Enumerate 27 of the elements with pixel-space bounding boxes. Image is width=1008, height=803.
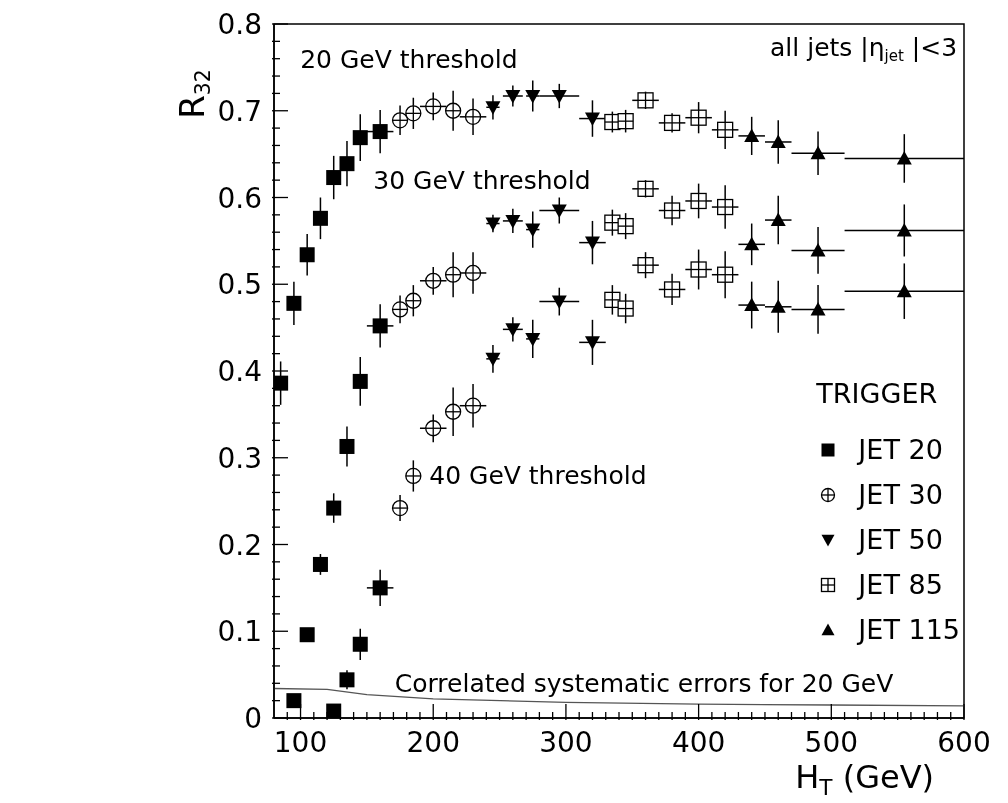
- legend-label: JET 30: [858, 479, 943, 510]
- x-tick-label: 100: [273, 726, 328, 759]
- y-tick-label: 0.5: [217, 268, 262, 302]
- legend-label: JET 20: [858, 434, 943, 465]
- legend-label: JET 50: [858, 524, 943, 555]
- y-tick-label: 0.8: [217, 8, 262, 41]
- y-tick-label: 0.2: [217, 528, 262, 562]
- annotation: 30 GeV threshold: [373, 166, 591, 196]
- legend-label: JET 115: [858, 614, 960, 645]
- y-tick-label: 0.1: [217, 615, 262, 649]
- y-tick-label: 0.4: [217, 355, 262, 388]
- x-tick-label: 300: [539, 726, 593, 759]
- y-tick-label: 0.6: [217, 181, 262, 215]
- annotation: 40 GeV threshold: [429, 461, 647, 491]
- legend-title: TRIGGER: [816, 378, 939, 409]
- y-tick-label: 0.7: [217, 94, 262, 128]
- x-tick-label: 600: [937, 726, 991, 759]
- y-tick-label: 0: [244, 702, 262, 735]
- x-tick-label: 400: [671, 726, 726, 759]
- x-tick-label: 200: [406, 726, 460, 759]
- annotation: Correlated systematic errors for 20 GeV: [394, 668, 894, 698]
- annotation: all jets |η$_{jet}$|<3: [770, 32, 958, 65]
- x-tick-label: 500: [804, 726, 859, 759]
- x-axis-title: H$_{T}$ (GeV): [795, 758, 934, 800]
- legend-label: JET 85: [858, 569, 943, 600]
- y-tick-label: 0.3: [217, 441, 262, 475]
- annotation: 20 GeV threshold: [300, 44, 518, 74]
